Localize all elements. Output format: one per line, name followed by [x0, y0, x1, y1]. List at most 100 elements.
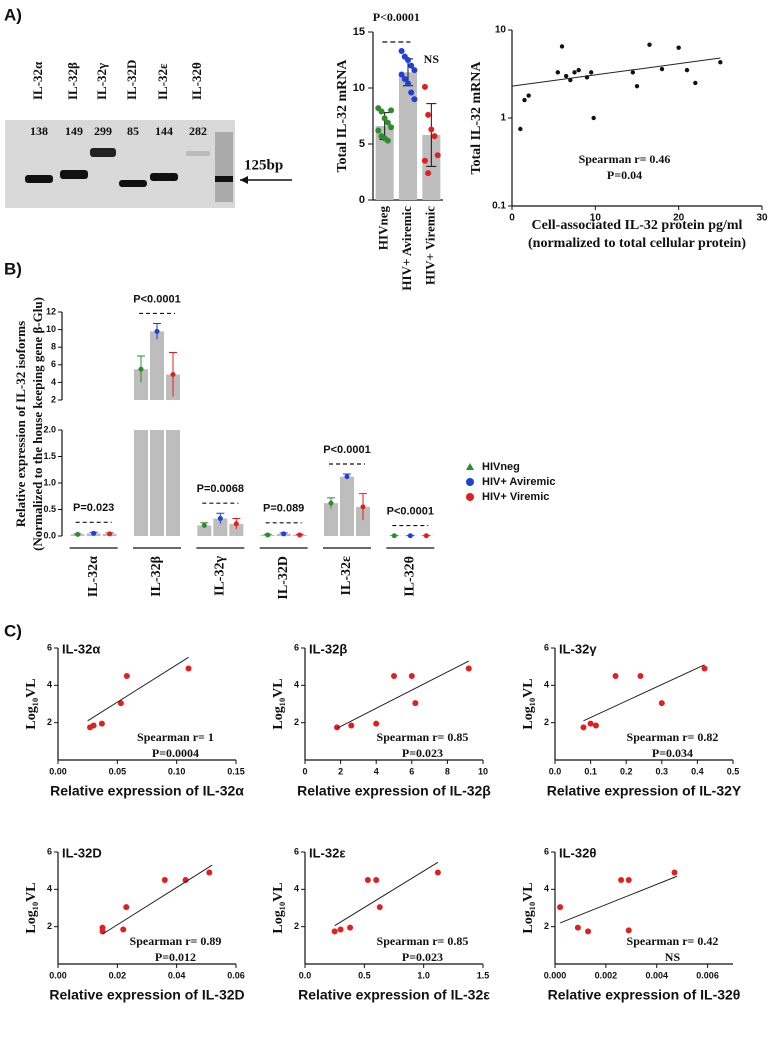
data-point — [337, 926, 344, 933]
x-tick-label: 0.002 — [595, 970, 618, 980]
data-point — [90, 722, 97, 729]
annotation: P<0.0001 — [133, 293, 180, 305]
data-point — [592, 722, 599, 729]
x-axis-label: Relative expression of IL-32α — [50, 783, 244, 799]
legend-label: HIV+ Viremic — [482, 491, 549, 503]
data-point — [693, 80, 698, 86]
data-point — [185, 665, 192, 672]
x-tick-label: 0.0 — [299, 970, 312, 980]
bar-top-point — [75, 531, 81, 537]
x-axis-label: Cell-associated IL-32 protein pg/ml — [532, 218, 743, 233]
data-point — [637, 673, 644, 679]
x-tick-label: 10 — [478, 766, 488, 776]
bar-top-point — [170, 371, 176, 377]
bar-top-point — [265, 532, 271, 538]
bar — [375, 126, 394, 200]
bar-top-point — [360, 504, 366, 510]
y-tick-label: 15 — [353, 26, 365, 38]
data-point — [563, 73, 569, 79]
panel-label: B) — [4, 259, 22, 278]
annotation: P=0.034 — [652, 746, 693, 760]
data-point — [123, 904, 130, 911]
annotation: P=0.089 — [263, 503, 304, 515]
x-tick-label: 0.2 — [620, 766, 633, 776]
x-tick-label: 0.006 — [696, 970, 719, 980]
data-point — [630, 70, 636, 75]
data-point — [411, 96, 418, 103]
data-point — [161, 877, 168, 883]
y-tick-label: 5 — [359, 138, 365, 150]
x-tick-label: 6 — [409, 766, 414, 776]
y-tick-label: 2 — [544, 921, 549, 931]
annotation: P<0.0001 — [373, 10, 420, 24]
x-tick-label: 10 — [590, 213, 602, 224]
x-tick-label: 1.0 — [417, 970, 430, 980]
gel-band — [25, 175, 53, 183]
annotation: P<0.0001 — [323, 444, 370, 456]
y-axis-label: Relative expression of IL-32 isoforms — [13, 321, 28, 527]
y-axis-label: (Normalized to the house keeping gene β-… — [30, 297, 45, 551]
bar — [340, 476, 354, 536]
x-axis-label: Relative expression of IL-32ε — [298, 987, 490, 1003]
bar — [422, 135, 441, 200]
bar-top-point — [423, 533, 429, 539]
lane-label: IL-32γ — [94, 63, 109, 100]
bar — [134, 430, 148, 536]
data-point — [408, 62, 415, 69]
bar-top-point — [107, 531, 113, 537]
y-axis-label: Log₁₀VL — [24, 678, 39, 729]
bar-top-point — [297, 532, 303, 538]
y-tick-label: 2 — [47, 717, 52, 727]
x-tick-label: 2 — [338, 766, 343, 776]
data-point — [522, 97, 527, 103]
bar-top-point — [138, 366, 144, 372]
x-tick-label: 4 — [374, 766, 379, 776]
data-point — [120, 926, 127, 933]
y-tick-label: 10 — [46, 324, 56, 334]
x-tick-label: 0 — [509, 213, 515, 224]
lane-label: IL-32β — [65, 62, 80, 100]
data-point — [580, 724, 587, 731]
data-point — [588, 70, 594, 75]
gel-background — [5, 120, 235, 208]
data-point — [381, 115, 388, 122]
bar — [166, 430, 180, 536]
y-tick-label: 0.0 — [43, 530, 56, 540]
x-tick-label: 0.10 — [168, 766, 186, 776]
x-tick-label: HIV+ Viremic — [422, 206, 437, 285]
y-tick-label: 6 — [51, 359, 56, 369]
data-point — [401, 76, 408, 83]
y-axis-label: Log₁₀VL — [271, 882, 286, 933]
x-tick-label: 0.15 — [227, 766, 245, 776]
x-tick-label: HIV+ Aviremic — [399, 206, 414, 291]
gel-band — [186, 151, 210, 156]
data-point — [421, 157, 428, 164]
data-point — [684, 67, 690, 73]
fit-line — [583, 664, 705, 722]
fit-line — [511, 57, 721, 87]
band-size: 149 — [65, 124, 83, 138]
chart-title: IL-32α — [62, 641, 100, 656]
data-point — [634, 83, 640, 89]
panel-label: C) — [4, 621, 22, 640]
bar — [213, 518, 228, 536]
data-point — [425, 170, 432, 177]
bar-top-point — [154, 328, 160, 334]
data-point — [701, 665, 708, 672]
panel-label: A) — [4, 5, 22, 24]
bar-top-point — [281, 531, 287, 537]
chart-title: IL-32θ — [559, 845, 596, 860]
data-point — [388, 107, 395, 114]
y-tick-label: 10 — [353, 82, 365, 94]
lane-label: IL-32ε — [155, 63, 170, 100]
data-point — [384, 137, 391, 144]
chart-title: IL-32β — [309, 641, 347, 656]
lane-label: IL-32α — [30, 61, 45, 100]
chart-title: IL-32D — [62, 845, 102, 860]
arrow-head — [240, 176, 248, 184]
data-point — [348, 722, 355, 729]
x-tick-label: 0.5 — [358, 970, 371, 980]
y-tick-label: 1.0 — [43, 477, 56, 487]
data-point — [391, 673, 397, 679]
bar-top-point — [391, 533, 397, 539]
